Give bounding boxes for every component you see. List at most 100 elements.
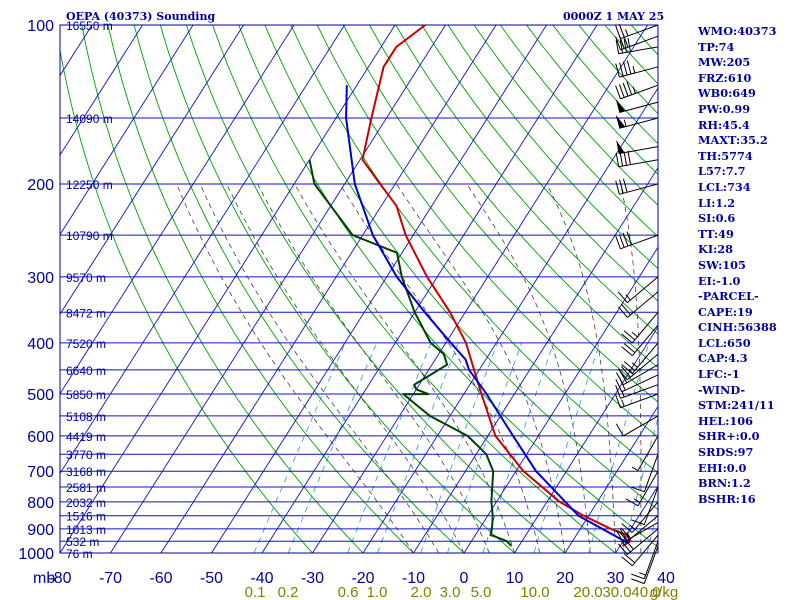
index-item: RH:45.4 — [698, 117, 750, 132]
barb-full — [615, 36, 621, 51]
barb-half — [628, 543, 634, 550]
barb-full — [621, 556, 633, 567]
barb-staff — [619, 117, 659, 129]
mixing-ratio-label: 0.6 — [338, 584, 359, 600]
pressure-tick-label: 100 — [27, 18, 54, 35]
barb-staff — [643, 541, 659, 579]
mixing-ratio-label: 0.2 — [278, 584, 299, 600]
barb-staff — [620, 24, 659, 40]
mixing-ratio-label: 2.0 — [411, 584, 432, 600]
barb-half — [629, 524, 636, 530]
temperature-tick-label: 20 — [556, 570, 574, 587]
index-item: CINH:56388 — [698, 320, 777, 335]
index-item: SHR+:0.0 — [698, 429, 760, 444]
temperature-tick-label: 10 — [506, 570, 524, 587]
barb-half — [631, 362, 638, 368]
height-label: 76 m — [66, 547, 93, 561]
barb-full — [615, 39, 620, 54]
temperature-tick-label: -60 — [149, 570, 172, 587]
moist-adiabat — [666, 184, 679, 553]
height-label: 1516 m — [66, 510, 106, 524]
index-item: STM:241/11 — [698, 398, 775, 413]
barb-full — [625, 498, 639, 507]
barb-full — [617, 543, 628, 555]
height-label: 8472 m — [66, 306, 106, 320]
isotherm — [60, 25, 345, 475]
index-item: SI:0.6 — [698, 211, 736, 226]
temperature-tick-label: -50 — [200, 570, 223, 587]
barb-staff — [620, 84, 659, 100]
barb-full — [623, 330, 636, 341]
barb-full — [615, 385, 621, 399]
mixing-ratio-line — [482, 342, 555, 553]
height-label: 16550 m — [66, 19, 113, 33]
barb-full — [615, 378, 623, 393]
barb-staff — [627, 291, 659, 318]
height-label: 14090 m — [66, 112, 113, 126]
barb-full — [630, 486, 645, 493]
isotherm — [60, 25, 295, 395]
mixing-ratio-label: 3.0 — [440, 584, 461, 600]
dry-adiabat — [788, 25, 800, 553]
barb-full — [622, 82, 629, 97]
height-label: 5108 m — [66, 410, 106, 424]
index-item: -PARCEL- — [698, 289, 759, 304]
barb-full — [615, 152, 620, 167]
wind-barb — [630, 486, 659, 526]
moist-adiabat — [294, 183, 515, 553]
pressure-tick-label: 600 — [27, 429, 54, 446]
temperature-tick-label: -30 — [301, 570, 324, 587]
index-item: EI:-1.0 — [698, 273, 741, 288]
barb-staff — [619, 101, 659, 113]
barb-staff — [631, 324, 659, 356]
barb-staff — [620, 384, 659, 399]
barb-half — [631, 331, 638, 338]
moist-adiabat — [226, 183, 465, 553]
barb-full — [626, 81, 633, 95]
isotherm — [312, 25, 648, 553]
sounding-profiles — [308, 24, 632, 547]
temperature-tick-label: -10 — [402, 570, 425, 587]
index-item: LCL:650 — [698, 335, 751, 350]
index-item: CAP:4.3 — [698, 351, 748, 366]
barb-staff — [621, 374, 659, 393]
barb-staff — [631, 342, 659, 374]
height-label: 3770 m — [66, 448, 106, 462]
wind-barb — [615, 231, 659, 250]
barb-half — [625, 29, 629, 37]
pressure-tick-label: 900 — [27, 522, 54, 539]
dewpoint-profile — [308, 159, 513, 547]
wind-barb — [615, 81, 659, 100]
barb-full — [627, 37, 631, 52]
wind-barb — [621, 311, 659, 344]
wind-barb — [625, 470, 659, 507]
mixing-ratio-label: 10.0 — [520, 584, 549, 600]
barb-half — [621, 399, 625, 407]
height-label: 6640 m — [66, 364, 106, 378]
index-item: L57:7.7 — [698, 164, 746, 179]
barb-staff — [637, 470, 659, 507]
barb-full — [630, 519, 645, 526]
barb-staff — [623, 364, 659, 386]
index-item: LI:1.2 — [698, 195, 736, 210]
mixing-ratio-label: 40.0 — [631, 584, 660, 600]
index-item: WB0:649 — [698, 86, 756, 101]
barb-full — [621, 333, 633, 344]
barb-half — [638, 572, 646, 576]
temperature-tick-label: -40 — [250, 570, 273, 587]
barb-full — [615, 63, 620, 78]
isotherm — [362, 87, 658, 553]
barb-staff — [619, 183, 659, 195]
barb-staff — [643, 486, 659, 525]
height-label: 12250 m — [66, 178, 113, 192]
moist-adiabat — [199, 183, 440, 553]
wind-barb — [630, 454, 659, 493]
isotherm — [110, 25, 446, 553]
wind-barb — [615, 178, 659, 195]
barb-full — [621, 346, 633, 357]
wind-barb — [621, 324, 659, 357]
dry-adiabat — [107, 25, 414, 553]
wind-barb — [617, 528, 659, 555]
isotherm — [261, 25, 598, 553]
